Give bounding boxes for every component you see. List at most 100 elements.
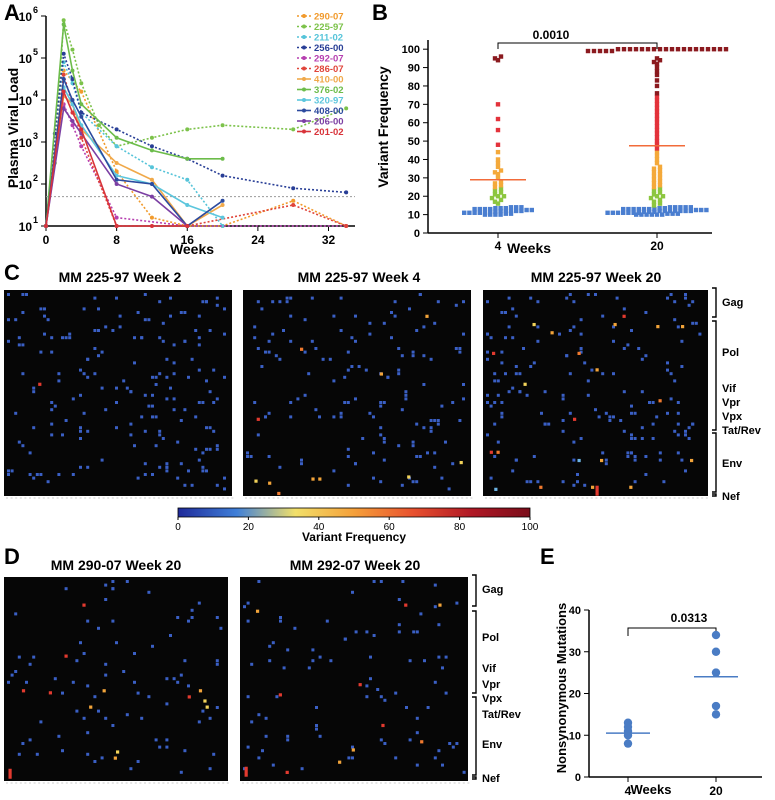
c-heatmap-1-cell [93,372,97,376]
c-heatmap-title-2: MM 225-97 Week 4 [298,269,421,285]
c-heatmap-1-cell [32,476,36,480]
a-series-point-408-00 [149,182,154,186]
a-y-tick-label: 10 [19,220,33,234]
b-x-tick-label: 4 [495,239,502,253]
b-data-point [498,190,504,195]
c-heatmap-title-3: MM 225-97 Week 20 [531,269,662,285]
c-heatmap-2-cell [246,451,249,455]
b-data-point [657,168,663,173]
d-heatmap-1-cell [136,691,140,695]
a-series-point-201-02 [44,224,48,228]
c-heatmap-1-cell [151,473,154,476]
b-data-point [678,205,683,210]
c-heatmap-3-cell [511,386,515,390]
d-heatmap-1-cell [64,654,68,658]
c-heatmap-1-cell [133,444,136,448]
c-heatmap-3-cell [493,379,497,383]
c-heatmap-1-cell [169,386,172,390]
b-data-point [717,46,723,52]
d-heatmap-1-cell [215,616,219,619]
d-heatmap-2-cell [293,626,297,630]
a-series-line-408-00 [45,75,224,228]
c-heatmap-1-cell [201,469,205,473]
d-heatmap-1-cell [113,756,117,760]
c-heatmap-2-cell [310,339,314,343]
a-legend-label: 410-00 [314,75,344,86]
c-heatmap-1-cell [57,379,61,383]
b-data-point [652,209,657,215]
c-heatmap-2-cell [307,372,311,376]
c-heatmap-2-cell [256,417,260,421]
b-data-point [673,208,678,214]
c-heatmap-3-cell [504,311,507,314]
c-heatmap-2-cell [267,350,271,354]
c-heatmap-1-cell [86,429,90,433]
c-heatmap-1-cell [133,336,136,340]
c-heatmap-2-cell [458,350,462,354]
c-heatmap-2-cell [411,444,415,448]
e-data-point [623,739,633,748]
a-series-point-408-00 [220,198,225,203]
c-heatmap-2-cell [397,372,401,376]
c-heatmap-2-cell [454,303,458,307]
a-series-point-225-97 [70,47,75,52]
c-heatmap-2-cell [433,419,437,422]
c-heatmap-3-cell [492,351,496,355]
a-series-point-211-02 [185,177,190,182]
d-heatmap-2-cell [379,695,383,699]
b-data-point [644,212,649,217]
b-data-point [651,203,657,208]
c-heatmap-3-cell [514,372,518,376]
c-heatmap-1-cell [151,375,154,379]
c-heatmap-1-cell [57,372,61,376]
b-data-point [626,206,631,212]
a-legend-label: 408-00 [314,106,344,117]
c-heatmap-1-cell [223,375,226,379]
c-heatmap-3-cell [577,351,581,355]
c-heatmap-1-cell [190,357,194,361]
c-heatmap-2-cell [411,480,415,484]
d-heatmap-1-cell [176,616,180,619]
b-data-point [495,58,501,63]
c-heatmap-1-cell [79,368,82,372]
a-series-point-206-00 [61,106,66,111]
b-data-point [651,192,657,197]
c-heatmap-1-cell [147,404,151,408]
c-heatmap-1-cell [223,476,226,480]
b-data-point [651,181,657,186]
c-heatmap-1-cell [97,354,100,358]
b-data-point [503,211,508,216]
c-heatmap-1-cell [129,422,133,426]
c-heatmap-2-cell [415,329,419,332]
c-heatmap-1-cell [154,383,158,386]
b-data-point [654,105,660,111]
c-heatmap-2-cell [260,307,264,311]
d-heatmap-1-cell [102,689,106,693]
c-heatmap-1-cell [161,321,165,325]
b-data-point [654,120,660,125]
a-series-point-408-00 [114,177,119,182]
d-heatmap-2-cell [379,580,383,583]
b-data-point [660,194,666,199]
d-heatmap-1-cell [129,767,133,771]
c-heatmap-3-cell [500,350,504,354]
c-heatmap-1-cell [194,447,198,451]
c-heatmap-3-cell [630,411,633,415]
a-x-tick-label: 32 [322,233,336,247]
c-heatmap-2-cell [433,321,437,325]
c-heatmap-3-cell [644,455,648,458]
c-heatmap-1-cell [125,386,129,390]
a-series-point-256-00 [220,173,225,178]
a-series-point-225-97 [185,127,190,132]
c-heatmap-3-cell [612,415,615,419]
c-heatmap-1-cell [197,336,201,340]
d-heatmap-1-cell [104,598,108,601]
c-heatmap-1-cell [147,318,151,322]
b-data-point [667,205,673,210]
c-heatmap-2-cell [282,329,285,332]
d-heatmap-1-cell [151,644,154,648]
a-series-point-206-00 [149,194,154,199]
d-heatmap-2-cell [408,738,412,742]
d-heatmap-1-cell [158,745,162,749]
c-heatmap-2-cell [436,300,440,304]
